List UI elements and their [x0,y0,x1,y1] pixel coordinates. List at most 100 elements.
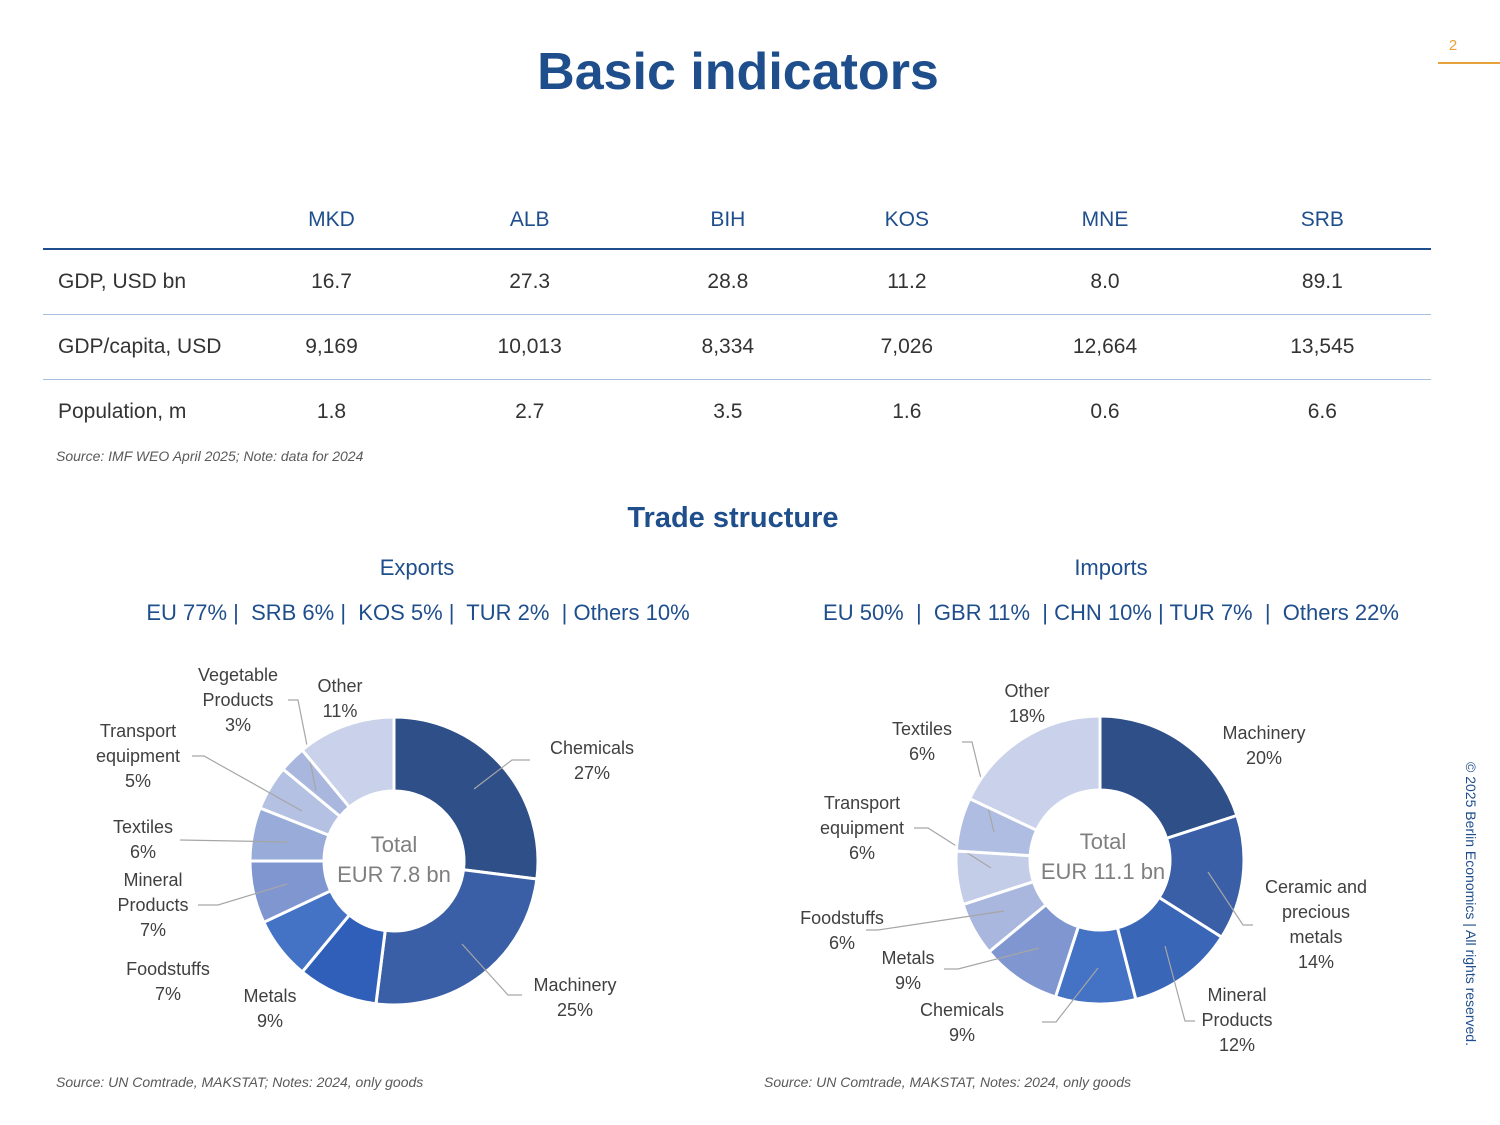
exports-partners: EU 77% | SRB 6% | KOS 5% | TUR 2% | Othe… [146,600,690,625]
export-data-label: Transport equipment 5% [58,719,218,794]
table-cell: 89.1 [1213,249,1431,315]
table-cell: 7,026 [817,314,997,380]
imports-source-note: Source: UN Comtrade, MAKSTAT, Notes: 202… [764,1074,1132,1090]
table-cell: 9,169 [242,314,422,380]
table-cell: 8.0 [996,249,1214,315]
export-data-label-line: 3% [224,715,251,735]
export-data-label-line: Transport [99,721,177,741]
import-leader-line [1042,967,1099,1023]
export-data-label-line: Other [317,676,363,696]
export-slice-other [300,715,396,810]
export-data-label-line: Foodstuffs [126,959,210,979]
import-slice-other [967,714,1102,833]
import-data-label-line: Machinery [1222,723,1306,743]
table-row: Population, m 1.8 2.7 3.5 1.6 0.6 6.6 [43,380,1431,445]
row-label: GDP/capita, USD [43,314,242,380]
import-data-label-line: Foodstuffs [800,908,884,928]
table-header-row: MKD ALB BIH KOS MNE SRB [43,192,1431,250]
table-cell: 28.8 [638,249,818,315]
exports-title: Exports [379,555,455,580]
column-header: BIH [638,192,818,250]
import-data-label-line: 6% [848,843,875,863]
indicators-source-note: Source: IMF WEO April 2025; Note: data f… [56,448,364,464]
import-data-label: Textiles 6% [842,717,1002,767]
export-data-label: Vegetable Products 3% [158,663,318,738]
export-data-label-line: equipment [95,746,181,766]
import-leader-line [914,827,992,869]
import-data-label: Other 18% [947,679,1107,729]
import-slice-machinery [1098,714,1239,841]
imports-total: Total EUR 11.1 bn [1018,827,1188,887]
exports-source-note: Source: UN Comtrade, MAKSTAT; Notes: 202… [56,1074,424,1090]
export-data-label: Textiles 6% [63,815,223,865]
page-number-underline [1438,62,1500,64]
imports-total-label: Total [1079,829,1127,854]
imports-total-value: EUR 11.1 bn [1040,859,1166,884]
table-cell: 0.6 [1090,400,1120,423]
import-data-label: Metals 9% [828,946,988,996]
column-header: ALB [421,192,639,250]
import-data-label-line: 9% [894,973,921,993]
export-leader-line [461,943,522,996]
trade-structure-heading: Trade structure [627,502,839,534]
column-header: SRB [1213,192,1431,250]
row-label: Population, m [58,400,187,423]
import-data-label-line: Products [1201,1010,1273,1030]
export-data-label-line: Products [202,690,274,710]
export-data-label-line: 7% [154,984,181,1004]
table-row: GDP/capita, USD 9,169 10,013 8,334 7,026… [43,314,1431,380]
import-data-label: Foodstuffs 6% [762,906,922,956]
imports-title: Imports [1074,555,1148,580]
column-header: MKD [242,192,422,250]
table-cell: 16.7 [242,249,422,315]
export-leader-line [192,755,303,812]
row-label: GDP, USD bn [43,249,242,315]
export-data-label-line: Vegetable [197,665,279,685]
table-cell: 8,334 [638,314,818,380]
exports-total-value: EUR 7.8 bn [337,862,451,887]
import-data-label: Transport equipment 6% [782,791,942,866]
import-data-label-line: equipment [819,818,905,838]
indicators-table: MKD ALB BIH KOS MNE SRB GDP, USD bn 16.7… [43,192,1431,444]
export-data-label-line: 5% [124,771,151,791]
export-data-label-line: Products [117,895,189,915]
import-leader-line [866,910,1005,931]
export-data-label-line: Textiles [112,817,174,837]
export-slice-machinery [374,868,539,1007]
export-data-label: Other 11% [260,674,420,724]
export-data-label: Foodstuffs 7% [88,957,248,1007]
table-cell: 3.5 [713,400,743,423]
table-cell: 12,664 [996,314,1214,380]
import-data-label-line: 14% [1297,952,1335,972]
export-data-label-line: 7% [139,920,166,940]
import-data-label-line: 6% [828,933,855,953]
export-data-label-line: 27% [573,763,611,783]
table-cell: 27.3 [421,249,639,315]
table-cell: 10,013 [421,314,639,380]
import-data-label-line: precious [1281,902,1351,922]
import-data-label-line: Transport [823,793,901,813]
export-data-label: Machinery 25% [495,973,655,1023]
import-data-label-line: 20% [1245,748,1283,768]
import-data-label-line: Metals [881,948,935,968]
import-data-label-line: 6% [908,744,935,764]
export-data-label-line: 11% [322,701,358,721]
export-leader-line [179,839,289,843]
export-leader-line [198,883,288,906]
import-data-label-line: Ceramic and [1264,877,1368,897]
table-cell: 6.6 [1307,400,1337,423]
table-cell: 13,545 [1213,314,1431,380]
table-cell: 1.6 [892,400,922,423]
export-slice-chemicals [392,715,540,881]
import-data-label: Mineral Products 12% [1157,983,1317,1058]
table-cell: 2.7 [515,400,545,423]
import-data-label-line: 9% [948,1025,975,1045]
page-title: Basic indicators [537,43,939,101]
import-leader-line [1164,945,1195,1022]
export-data-label-line: Chemicals [549,738,635,758]
export-leader-line [473,759,530,790]
import-data-label-line: Other [1004,681,1050,701]
exports-total-label: Total [370,832,418,857]
column-header: KOS [817,192,997,250]
import-data-label-line: Mineral [1207,985,1267,1005]
